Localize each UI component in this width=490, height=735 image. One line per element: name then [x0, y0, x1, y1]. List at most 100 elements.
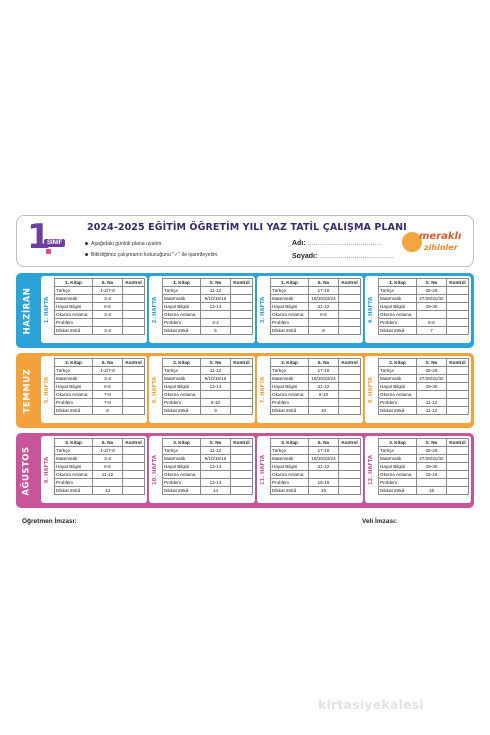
check-box[interactable]	[230, 486, 253, 495]
pages-header: S. No	[308, 358, 339, 367]
check-box[interactable]	[230, 406, 253, 415]
check-box[interactable]	[122, 310, 145, 319]
week-label-text: 2. HAFTA	[152, 296, 158, 323]
subject-cell: Türkçe	[270, 446, 309, 455]
check-box[interactable]	[446, 446, 469, 455]
check-box[interactable]	[230, 382, 253, 391]
check-box[interactable]	[122, 462, 145, 471]
check-box[interactable]	[446, 454, 469, 463]
check-box[interactable]	[122, 390, 145, 399]
check-box[interactable]	[230, 398, 253, 407]
check-box[interactable]	[338, 382, 361, 391]
check-header: Kontrol	[338, 438, 361, 447]
table-row: Türkçe 1-2/7-8	[54, 366, 145, 375]
check-box[interactable]	[230, 454, 253, 463]
check-box[interactable]	[338, 366, 361, 375]
check-box[interactable]	[446, 318, 469, 327]
subject-cell: Okuma Anlama	[54, 470, 93, 479]
check-box[interactable]	[230, 286, 253, 295]
table-row: Hayat Bilgisi 13-14	[162, 382, 253, 391]
check-box[interactable]	[230, 470, 253, 479]
check-box[interactable]	[122, 470, 145, 479]
table-row: Hayat Bilgisi 21-22	[270, 302, 361, 311]
check-box[interactable]	[230, 478, 253, 487]
pages-header: S. No	[92, 438, 123, 447]
check-box[interactable]	[446, 286, 469, 295]
check-box[interactable]	[446, 462, 469, 471]
check-box[interactable]	[446, 366, 469, 375]
check-box[interactable]	[122, 326, 145, 335]
week-table: 1. Kitap S. No Kontrol Türkçe 11-12 Matematik…	[162, 278, 253, 335]
check-box[interactable]	[338, 470, 361, 479]
week-label-text: 12. HAFTA	[368, 454, 375, 485]
check-box[interactable]	[446, 470, 469, 479]
check-box[interactable]	[446, 310, 469, 319]
check-box[interactable]	[338, 454, 361, 463]
check-box[interactable]	[338, 486, 361, 495]
surname-field[interactable]: Soyadı: ................................…	[292, 253, 394, 260]
check-box[interactable]	[230, 446, 253, 455]
check-box[interactable]	[230, 326, 253, 335]
week-card: 6. HAFTA 2. Kitap S. No Kontrol Türkçe 11-12 M…	[149, 356, 255, 423]
check-box[interactable]	[230, 310, 253, 319]
check-box[interactable]	[446, 390, 469, 399]
check-box[interactable]	[338, 286, 361, 295]
check-box[interactable]	[446, 294, 469, 303]
check-box[interactable]	[338, 462, 361, 471]
check-box[interactable]	[230, 374, 253, 383]
check-box[interactable]	[338, 390, 361, 399]
check-box[interactable]	[338, 398, 361, 407]
check-box[interactable]	[122, 374, 145, 383]
check-box[interactable]	[446, 302, 469, 311]
logo-badge-icon	[402, 232, 422, 252]
week-label-text: 10. HAFTA	[152, 454, 159, 485]
name-field[interactable]: Adı: ...................................…	[292, 240, 382, 247]
check-box[interactable]	[122, 294, 145, 303]
check-box[interactable]	[230, 302, 253, 311]
check-box[interactable]	[230, 318, 253, 327]
check-box[interactable]	[122, 318, 145, 327]
check-box[interactable]	[446, 406, 469, 415]
check-box[interactable]	[446, 478, 469, 487]
check-box[interactable]	[338, 310, 361, 319]
check-box[interactable]	[446, 486, 469, 495]
subject-cell: Matematik	[270, 374, 309, 383]
table-header-row: 2. Kitap S. No Kontrol	[378, 358, 469, 367]
pages-header: S. No	[308, 278, 339, 287]
check-box[interactable]	[122, 382, 145, 391]
pages-cell: 5-6	[92, 382, 123, 391]
subject-cell: Dikkat Zekâ	[378, 406, 417, 415]
check-box[interactable]	[122, 454, 145, 463]
check-box[interactable]	[122, 478, 145, 487]
check-box[interactable]	[122, 286, 145, 295]
table-row: Matematik 3-4	[54, 374, 145, 383]
check-box[interactable]	[338, 374, 361, 383]
check-box[interactable]	[230, 294, 253, 303]
table-row: Problem	[378, 478, 469, 487]
table-header-row: 2. Kitap S. No Kontrol	[54, 358, 145, 367]
check-box[interactable]	[446, 382, 469, 391]
check-box[interactable]	[338, 326, 361, 335]
check-box[interactable]	[122, 366, 145, 375]
check-box[interactable]	[446, 326, 469, 335]
pages-cell: 21-22	[308, 382, 339, 391]
check-box[interactable]	[230, 462, 253, 471]
check-box[interactable]	[230, 366, 253, 375]
check-box[interactable]	[230, 390, 253, 399]
check-box[interactable]	[338, 478, 361, 487]
check-box[interactable]	[122, 406, 145, 415]
check-box[interactable]	[446, 374, 469, 383]
week-table: 3. Kitap S. No Kontrol Türkçe 11-12 Matematik…	[162, 438, 253, 495]
check-box[interactable]	[122, 446, 145, 455]
check-box[interactable]	[338, 406, 361, 415]
table-header-row: 1. Kitap S. No Kontrol	[162, 278, 253, 287]
check-box[interactable]	[446, 398, 469, 407]
check-box[interactable]	[338, 294, 361, 303]
check-box[interactable]	[122, 398, 145, 407]
check-box[interactable]	[338, 318, 361, 327]
check-box[interactable]	[338, 302, 361, 311]
table-row: Hayat Bilgisi 29-30	[378, 462, 469, 471]
check-box[interactable]	[122, 486, 145, 495]
check-box[interactable]	[122, 302, 145, 311]
check-box[interactable]	[338, 446, 361, 455]
